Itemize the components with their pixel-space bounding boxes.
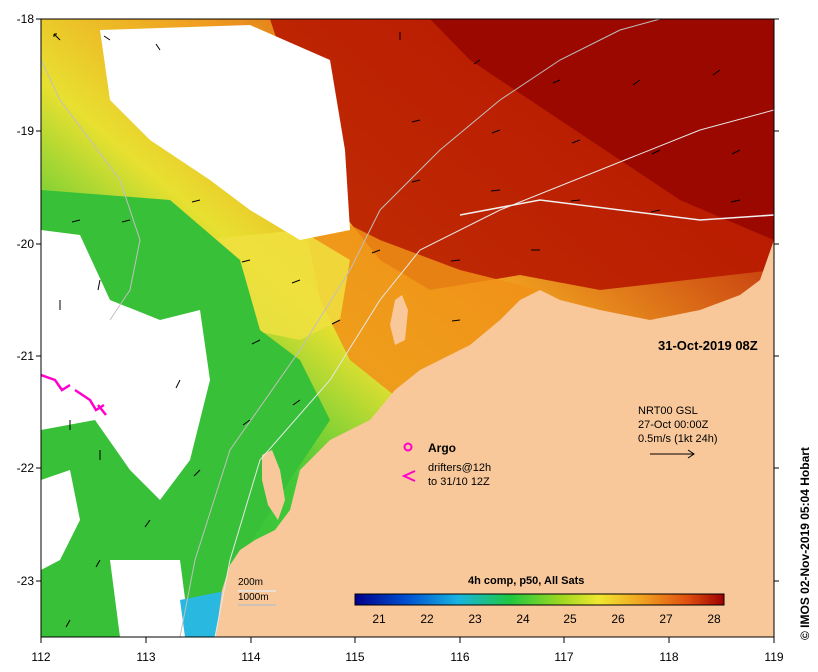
- isobath-1000m-label: 1000m: [238, 592, 269, 603]
- current-scale-arrow: [650, 449, 695, 459]
- current-date: 27-Oct 00:00Z: [638, 419, 709, 431]
- drifter-symbol: [401, 470, 416, 482]
- lat-tick: -20: [16, 237, 34, 251]
- colorbar: [354, 593, 725, 606]
- current-scale: 0.5m/s (1kt 24h): [638, 433, 718, 445]
- lon-tick: 117: [554, 650, 574, 664]
- lon-tick: 114: [241, 650, 261, 664]
- isobath-1000m: [179, 19, 661, 637]
- lon-tick: 119: [764, 650, 784, 664]
- lon-tick: 112: [31, 650, 51, 664]
- cloud-gap-southwest: [41, 470, 80, 570]
- colorbar-tick: 27: [659, 612, 673, 626]
- colorbar-tick: 22: [420, 612, 434, 626]
- isobath-200m-label: 200m: [238, 577, 264, 588]
- lat-tick: -23: [16, 574, 34, 588]
- lon-tick: 115: [345, 650, 365, 664]
- isobath-inner: [459, 199, 774, 221]
- land-mainland: [215, 240, 774, 637]
- land-island: [390, 295, 408, 345]
- colorbar-tick: 23: [468, 612, 482, 626]
- argo-symbol: [403, 442, 413, 452]
- cloud-gap-north: [100, 25, 350, 240]
- lon-tick: 116: [450, 650, 470, 664]
- cloud-gap-west: [41, 230, 210, 500]
- colorbar-title: 4h comp, p50, All Sats: [468, 575, 585, 587]
- lat-tick: -18: [16, 12, 34, 26]
- colorbar-tick: 25: [563, 612, 577, 626]
- current-product: NRT00 GSL: [638, 405, 698, 417]
- axis-ticks: [36, 18, 779, 643]
- colorbar-tick: 26: [611, 612, 625, 626]
- colorbar-tick: 28: [707, 612, 721, 626]
- argo-label: Argo: [428, 441, 456, 455]
- drifters-date: to 31/10 12Z: [428, 476, 490, 488]
- lon-tick: 113: [136, 650, 156, 664]
- lat-tick: -22: [16, 461, 34, 475]
- isobath-200m: [214, 109, 774, 637]
- map-timestamp: 31-Oct-2019 08Z: [658, 338, 758, 353]
- plot-frame: [40, 18, 775, 638]
- colorbar-tick: 24: [516, 612, 530, 626]
- colorbar-tick: 21: [372, 612, 386, 626]
- current-vectors: [53, 32, 741, 628]
- lat-tick: -19: [16, 124, 34, 138]
- drifter-tracks: [41, 373, 107, 416]
- land-peninsula: [262, 450, 285, 520]
- isobath-1000m-west: [41, 59, 141, 321]
- drifters-label: drifters@12h: [428, 462, 492, 474]
- watermark: © IMOS 02-Nov-2019 05:04 Hobart: [798, 447, 812, 640]
- warmest-water-region: [430, 19, 774, 240]
- cloud-gap-south: [110, 560, 190, 637]
- lon-tick: 118: [659, 650, 679, 664]
- lat-tick: -21: [16, 349, 34, 363]
